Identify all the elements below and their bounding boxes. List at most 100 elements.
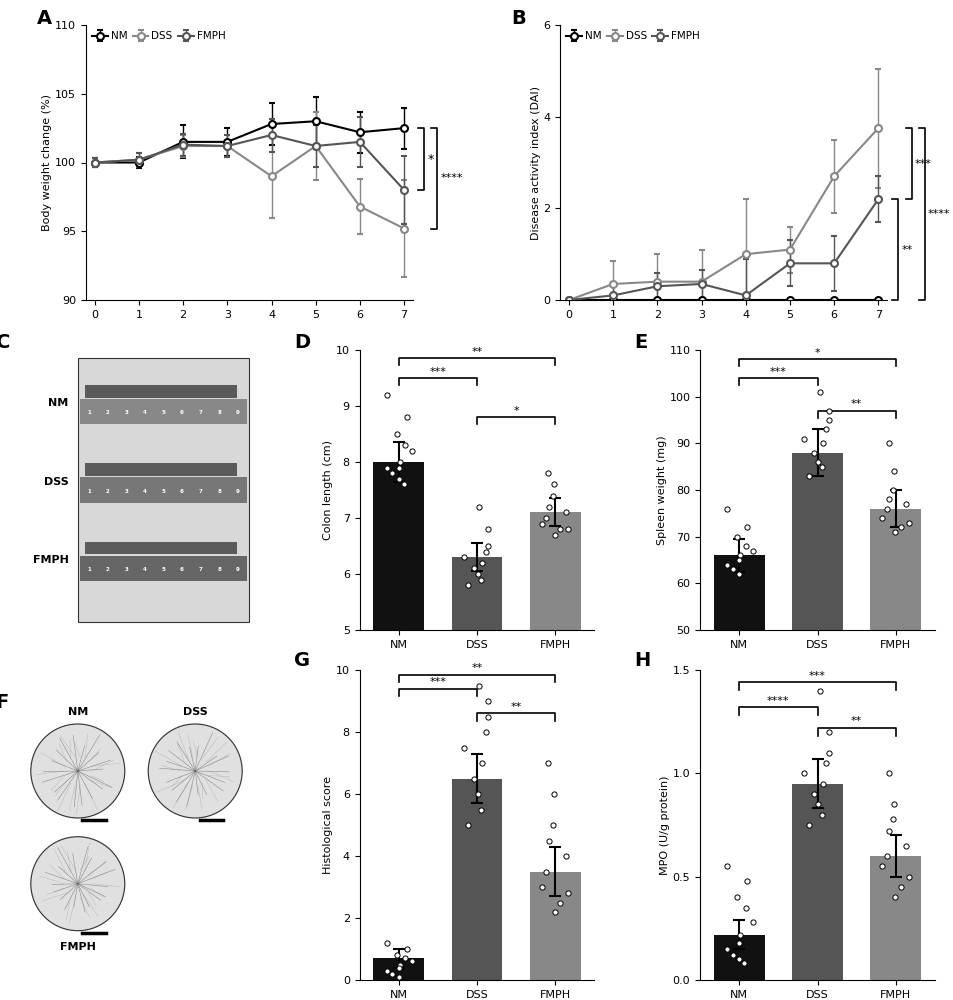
Text: 6: 6 bbox=[180, 567, 184, 572]
Point bbox=[719, 858, 734, 874]
Text: 1: 1 bbox=[88, 567, 91, 572]
Point bbox=[812, 683, 827, 699]
Text: 8: 8 bbox=[217, 489, 221, 494]
Point bbox=[547, 904, 562, 920]
Point bbox=[874, 858, 889, 874]
Point bbox=[801, 817, 816, 833]
Point bbox=[719, 557, 734, 573]
Text: A: A bbox=[37, 8, 51, 27]
Bar bbox=[529, 871, 580, 980]
Point bbox=[552, 894, 567, 910]
Text: F: F bbox=[0, 693, 9, 712]
Point bbox=[546, 476, 561, 492]
Bar bbox=[869, 509, 921, 863]
FancyBboxPatch shape bbox=[80, 399, 247, 424]
Point bbox=[392, 454, 407, 470]
Point bbox=[729, 889, 744, 905]
Point bbox=[470, 566, 485, 582]
Point bbox=[887, 524, 902, 540]
Text: 3: 3 bbox=[125, 410, 129, 416]
Point bbox=[384, 465, 399, 481]
Point bbox=[739, 519, 754, 535]
Text: G: G bbox=[294, 651, 310, 670]
Point bbox=[884, 811, 900, 827]
Point bbox=[378, 935, 394, 951]
Point bbox=[472, 499, 487, 515]
Text: D: D bbox=[294, 333, 310, 352]
Point bbox=[384, 966, 399, 982]
Point bbox=[404, 443, 419, 459]
Text: ***: *** bbox=[914, 159, 931, 169]
Point bbox=[480, 708, 496, 724]
Point bbox=[546, 786, 561, 802]
Text: ***: *** bbox=[769, 367, 786, 377]
Point bbox=[814, 459, 829, 475]
FancyBboxPatch shape bbox=[80, 477, 247, 503]
Text: NM: NM bbox=[48, 398, 69, 408]
Point bbox=[732, 927, 747, 943]
Point bbox=[534, 879, 549, 895]
Point bbox=[480, 521, 496, 537]
Point bbox=[796, 765, 811, 781]
Point bbox=[814, 807, 829, 823]
Point bbox=[474, 572, 489, 588]
Text: E: E bbox=[634, 333, 647, 352]
Point bbox=[460, 577, 476, 593]
Text: 9: 9 bbox=[235, 410, 239, 416]
Point bbox=[744, 914, 760, 930]
Point bbox=[465, 770, 480, 786]
Point bbox=[547, 527, 562, 543]
Point bbox=[392, 956, 407, 972]
Point bbox=[884, 482, 900, 498]
Text: NM: NM bbox=[68, 707, 88, 717]
Text: **: ** bbox=[471, 347, 482, 357]
Point bbox=[892, 879, 907, 895]
Point bbox=[456, 739, 471, 756]
Point bbox=[544, 817, 559, 833]
Point bbox=[558, 848, 573, 864]
Bar bbox=[451, 557, 502, 910]
Text: 8: 8 bbox=[217, 410, 221, 416]
Text: **: ** bbox=[850, 399, 862, 409]
Point bbox=[397, 437, 413, 453]
Text: C: C bbox=[0, 333, 10, 352]
Text: B: B bbox=[511, 8, 525, 27]
Text: **: ** bbox=[510, 702, 521, 712]
Point bbox=[391, 960, 406, 976]
Text: *: * bbox=[513, 406, 518, 416]
Legend: NM, DSS, FMPH: NM, DSS, FMPH bbox=[88, 27, 230, 45]
Point bbox=[391, 969, 406, 985]
Text: 4: 4 bbox=[143, 410, 147, 416]
Text: **: ** bbox=[901, 245, 912, 255]
Point bbox=[719, 501, 734, 517]
Text: 5: 5 bbox=[161, 410, 165, 416]
Text: FMPH: FMPH bbox=[60, 942, 95, 952]
Point bbox=[887, 889, 902, 905]
Point bbox=[378, 387, 394, 403]
Point bbox=[538, 863, 554, 880]
Text: ****: **** bbox=[927, 209, 949, 219]
Point bbox=[796, 431, 811, 447]
Text: 3: 3 bbox=[125, 489, 129, 494]
FancyBboxPatch shape bbox=[85, 463, 237, 476]
Point bbox=[456, 549, 471, 565]
Point bbox=[729, 529, 744, 545]
Text: 2: 2 bbox=[106, 410, 110, 416]
Point bbox=[475, 755, 490, 771]
Point bbox=[731, 951, 746, 967]
Text: **: ** bbox=[850, 716, 862, 726]
Y-axis label: Spleen weight (mg): Spleen weight (mg) bbox=[656, 435, 666, 545]
Point bbox=[900, 869, 915, 885]
Bar bbox=[713, 555, 764, 863]
Y-axis label: Body weight change (%): Body weight change (%) bbox=[42, 94, 52, 231]
Point bbox=[801, 468, 816, 484]
Point bbox=[389, 426, 404, 442]
Text: 4: 4 bbox=[143, 489, 147, 494]
Text: 8: 8 bbox=[217, 567, 221, 572]
Point bbox=[879, 501, 894, 517]
Point bbox=[465, 560, 480, 576]
Point bbox=[892, 519, 907, 535]
Point bbox=[558, 504, 573, 520]
Point bbox=[736, 955, 751, 971]
Point bbox=[900, 515, 915, 531]
